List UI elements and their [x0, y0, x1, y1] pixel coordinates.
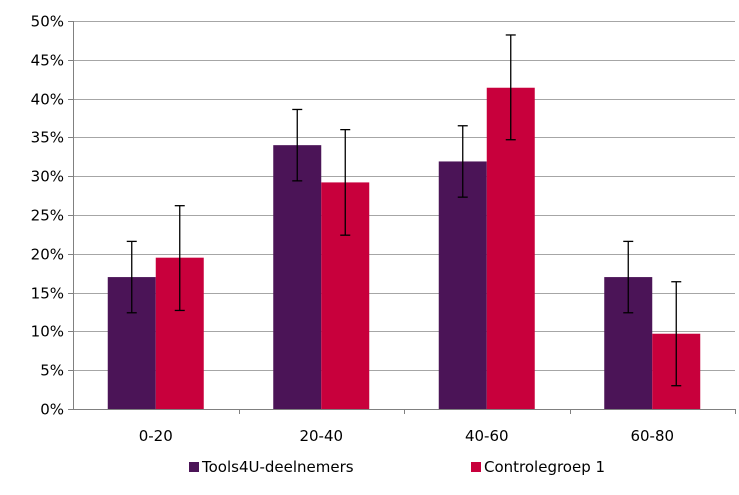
y-tick-label: 25% [31, 207, 64, 225]
legend-swatch [189, 462, 199, 472]
bar [438, 161, 487, 409]
y-tick-label: 5% [40, 362, 64, 380]
y-tick-label: 20% [31, 246, 64, 264]
y-tick-label: 10% [31, 323, 64, 341]
y-tick-label: 0% [40, 401, 64, 419]
legend: Tools4U-deelnemers Controlegroep 1 [189, 458, 605, 476]
bars [107, 87, 701, 410]
legend-label: Controlegroep 1 [484, 458, 605, 476]
error-bars [126, 34, 682, 387]
y-tick-label: 40% [31, 91, 64, 109]
x-tick-label: 60-80 [630, 427, 674, 445]
y-tick-label: 45% [31, 52, 64, 70]
x-tick-label: 20-40 [299, 427, 343, 445]
legend-label: Tools4U-deelnemers [201, 458, 354, 476]
x-tick-label: 40-60 [465, 427, 509, 445]
y-tick-label: 50% [31, 13, 64, 31]
y-tick-label: 15% [31, 285, 64, 303]
bar [273, 145, 322, 409]
y-tick-label: 35% [31, 129, 64, 147]
y-tick-label: 30% [31, 168, 64, 186]
axes: 0% 5% 10% 15% 20% 25% 30% 35% 40% 45% 50% 0-20 20-40… [31, 13, 736, 445]
bar [486, 87, 535, 410]
x-tick-label: 0-20 [139, 427, 173, 445]
legend-swatch [471, 462, 481, 472]
